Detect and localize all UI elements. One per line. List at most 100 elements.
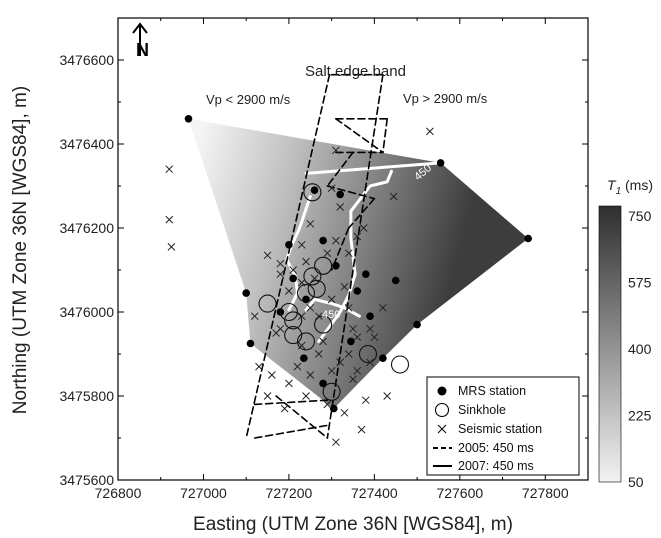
axes-layer: 726800 727000 727200 727400 727600 727800 3475… bbox=[59, 18, 588, 501]
seismic-station-point bbox=[306, 303, 315, 312]
seismic-station-stroke bbox=[250, 312, 259, 321]
seismic-station-stroke bbox=[353, 366, 362, 375]
seismic-station-point bbox=[263, 392, 272, 400]
seismic-station-point bbox=[332, 236, 340, 245]
seismic-station-stroke bbox=[314, 312, 323, 321]
mrs-station-point bbox=[242, 289, 250, 297]
north-arrow-label: N bbox=[136, 40, 149, 60]
seismic-station-point bbox=[327, 295, 336, 304]
legend-sinkhole-marker bbox=[434, 402, 450, 418]
seismic-station-point bbox=[370, 333, 379, 342]
seismic-station-point bbox=[340, 282, 349, 291]
seismic-station-stroke bbox=[263, 251, 272, 260]
legend: MRS station Sinkhole Seismic station 200… bbox=[426, 376, 580, 476]
seismic-station-point bbox=[314, 350, 323, 358]
mrs-station-point bbox=[353, 287, 362, 295]
x-tick-label: 727000 bbox=[180, 485, 227, 501]
seismic-station-stroke bbox=[165, 165, 174, 174]
seismic-station-point bbox=[267, 371, 276, 379]
seismic-station-stroke bbox=[306, 371, 315, 379]
left-velocity-label: Vp < 2900 m/s bbox=[206, 92, 291, 107]
seismic-station-stroke bbox=[336, 358, 345, 367]
seismic-station-stroke bbox=[165, 215, 174, 224]
x-tick-label: 726800 bbox=[95, 485, 142, 501]
colorbar-bar bbox=[598, 205, 622, 483]
colorbar: T1 (ms) 750 575 400 225 50 bbox=[598, 177, 653, 490]
marker-layer bbox=[165, 115, 532, 447]
seismic-station-point bbox=[165, 215, 174, 224]
colorbar-tick-label: 50 bbox=[628, 474, 644, 490]
seismic-station-point bbox=[366, 324, 374, 333]
seismic-station-point bbox=[272, 329, 280, 337]
seismic-station-point bbox=[349, 324, 357, 333]
mrs-station-point bbox=[300, 354, 308, 363]
seismic-station-point bbox=[349, 375, 357, 384]
seismic-station-stroke bbox=[285, 287, 293, 295]
y-tick-label: 3475800 bbox=[59, 388, 114, 404]
seismic-station-stroke bbox=[285, 379, 293, 388]
colorbar-tick-label: 750 bbox=[628, 208, 652, 224]
contour-2005-segment-12 bbox=[275, 395, 329, 439]
seismic-station-point bbox=[167, 243, 176, 251]
mrs-station-point bbox=[319, 379, 327, 388]
contour-2005-segment-8 bbox=[326, 185, 376, 200]
contour-label-lower: 450 bbox=[322, 309, 340, 321]
y-tick-label: 3475600 bbox=[59, 472, 114, 488]
x-axis-title: Easting (UTM Zone 36N [WGS84], m) bbox=[193, 514, 513, 535]
mrs-station-point bbox=[285, 241, 293, 249]
mrs-station-point bbox=[289, 274, 297, 283]
seismic-station-stroke bbox=[332, 146, 340, 155]
seismic-station-stroke bbox=[366, 358, 374, 367]
seismic-station-point bbox=[353, 232, 362, 241]
sinkhole-point bbox=[390, 355, 410, 374]
mrs-station-point bbox=[319, 236, 327, 245]
contour-2005-segment-5 bbox=[335, 118, 384, 154]
seismic-station-stroke bbox=[340, 282, 349, 291]
seismic-station-point bbox=[255, 362, 263, 371]
colorbar-title: T1 (ms) bbox=[607, 177, 653, 197]
seismic-station-point bbox=[276, 259, 285, 268]
seismic-station-point bbox=[319, 337, 327, 346]
seismic-station-stroke bbox=[319, 337, 327, 346]
seismic-station-stroke bbox=[332, 236, 340, 245]
seismic-station-point bbox=[310, 274, 319, 283]
sinkhole-point bbox=[314, 315, 333, 334]
mrs-station-point bbox=[332, 262, 340, 270]
seismic-station-point bbox=[426, 127, 434, 136]
y-axis-title: Northing (UTM Zone 36N [WGS84], m) bbox=[10, 86, 31, 414]
seismic-station-stroke bbox=[272, 329, 280, 337]
sinkhole-point bbox=[303, 267, 322, 286]
seismic-station-stroke bbox=[280, 404, 289, 413]
seismic-station-stroke bbox=[366, 324, 374, 333]
mrs-station-point bbox=[391, 276, 400, 285]
legend-2007-label: 2007: 450 ms bbox=[458, 459, 534, 473]
north-arrow-icon: N bbox=[132, 22, 149, 60]
legend-2005-label: 2005: 450 ms bbox=[458, 441, 534, 455]
mrs-station-point bbox=[436, 159, 445, 167]
sinkhole-point bbox=[314, 256, 333, 275]
colorbar-tick-label: 225 bbox=[628, 408, 652, 424]
seismic-station-point bbox=[336, 358, 345, 367]
seismic-station-stroke bbox=[327, 366, 336, 375]
mrs-station-point bbox=[246, 339, 255, 348]
seismic-station-stroke bbox=[327, 184, 336, 192]
seismic-station-point bbox=[332, 146, 340, 155]
mrs-station-point bbox=[366, 312, 374, 321]
seismic-station-point bbox=[263, 251, 272, 260]
seismic-station-stroke bbox=[379, 303, 387, 312]
seismic-station-stroke bbox=[255, 362, 263, 371]
seismic-station-stroke bbox=[383, 392, 392, 400]
contour-2007-segment-3 bbox=[304, 297, 361, 318]
seismic-station-point bbox=[302, 257, 310, 266]
mrs-station-point bbox=[336, 190, 344, 199]
colorbar-tick-label: 575 bbox=[628, 275, 652, 291]
seismic-station-point bbox=[383, 392, 392, 400]
seismic-station-point bbox=[297, 278, 306, 287]
seismic-station-stroke bbox=[297, 278, 306, 287]
seismic-station-stroke bbox=[327, 295, 336, 304]
x-tick-label: 727400 bbox=[351, 485, 398, 501]
contour-2007-segment-2 bbox=[317, 169, 393, 343]
seismic-station-point bbox=[323, 249, 332, 258]
y-tick-label: 3476600 bbox=[59, 52, 114, 68]
